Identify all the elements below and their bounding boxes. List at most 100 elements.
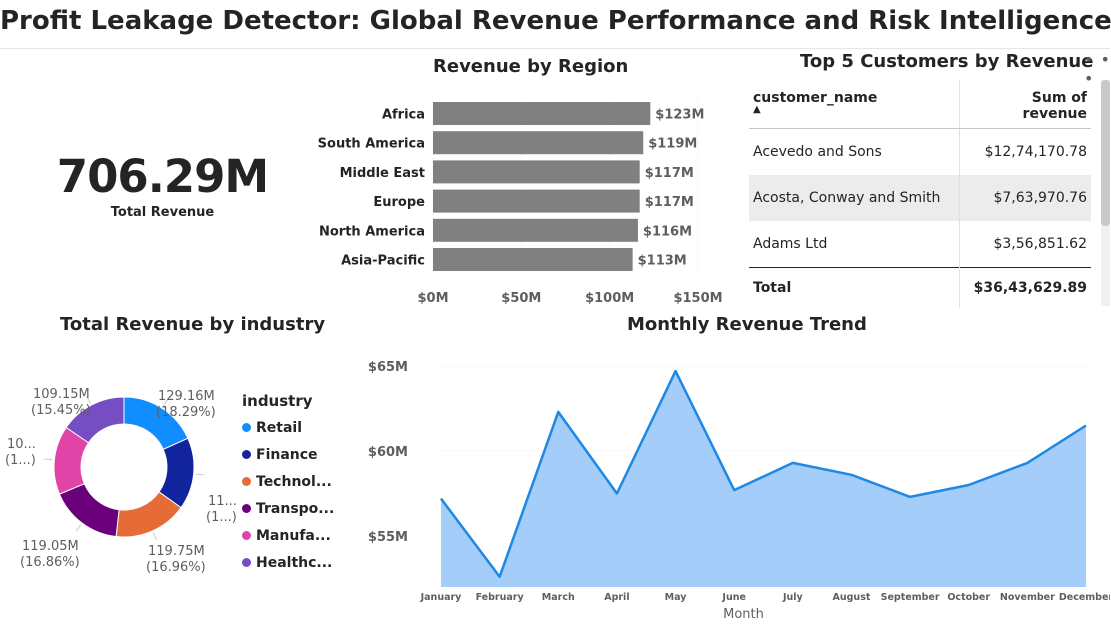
bar-middle-east <box>433 160 640 184</box>
x-tick-label: January <box>420 592 463 603</box>
data-label: $123M <box>655 108 704 123</box>
x-tick-label: April <box>604 592 629 603</box>
table-row[interactable]: Acevedo and Sons $12,74,170.78 <box>749 128 1091 175</box>
slice-value-label: 11... <box>208 494 237 509</box>
legend-item[interactable]: Manufa... <box>242 522 334 549</box>
legend-dot-icon <box>242 423 251 432</box>
column-header-label: Sum of revenue <box>1022 90 1087 122</box>
slice-percent-label: (1...) <box>5 453 36 468</box>
x-tick-label: October <box>947 592 990 603</box>
category-label: Africa <box>382 108 425 123</box>
category-label: Europe <box>373 195 425 210</box>
bar-africa <box>433 102 651 125</box>
kpi-label: Total Revenue <box>110 205 215 220</box>
y-tick-label: $60M <box>368 445 408 460</box>
legend-item[interactable]: Transpo... <box>242 495 334 522</box>
customer-name-cell: Adams Ltd <box>753 236 828 252</box>
leader-line <box>75 524 82 532</box>
legend-label: Technol... <box>256 473 332 490</box>
bar-south-america <box>433 131 644 155</box>
leader-line <box>86 396 91 404</box>
kpi-card[interactable]: 706.29M Total Revenue <box>50 150 275 220</box>
data-label: $119M <box>648 137 697 152</box>
kpi-value: 706.29M <box>56 150 269 203</box>
legend-item[interactable]: Finance <box>242 441 334 468</box>
total-revenue-cell: $36,43,629.89 <box>959 267 1091 308</box>
x-tick-label: August <box>833 592 871 603</box>
page-title: Profit Leakage Detector: Global Revenue … <box>0 6 1111 36</box>
x-tick-label: July <box>782 592 804 603</box>
x-tick-label: September <box>881 592 940 603</box>
scrollbar-thumb[interactable] <box>1101 80 1110 226</box>
legend-dot-icon <box>242 558 251 567</box>
legend-label: Finance <box>256 446 318 463</box>
slice-value-label: 119.05M <box>22 539 79 554</box>
table-row[interactable]: Acosta, Conway and Smith $7,63,970.76 <box>749 175 1091 221</box>
x-tick-label: June <box>721 592 746 603</box>
x-tick-label: $0M <box>417 291 448 306</box>
x-tick-label: $150M <box>673 291 722 306</box>
legend-dot-icon <box>242 531 251 540</box>
data-label: $116M <box>643 224 692 239</box>
y-tick-label: $65M <box>368 360 408 375</box>
legend-label: Manufa... <box>256 527 331 544</box>
sort-up-icon[interactable]: ▲ <box>753 104 761 115</box>
legend-item[interactable]: Technol... <box>242 468 334 495</box>
revenue-cell: $3,56,851.62 <box>959 221 1091 268</box>
revenue-cell: $7,63,970.76 <box>959 175 1091 221</box>
slice-percent-label: (18.29%) <box>156 405 216 420</box>
column-header-sum-of-revenue[interactable]: Sum of revenue <box>959 80 1091 129</box>
region-chart-title: Revenue by Region <box>433 56 629 77</box>
slice-value-label: 119.75M <box>148 544 205 559</box>
leader-line <box>195 473 204 476</box>
slice-value-label: 10... <box>7 437 36 452</box>
table-row[interactable]: Adams Ltd $3,56,851.62 <box>749 221 1091 268</box>
leader-line <box>162 399 168 407</box>
y-tick-label: $55M <box>368 530 408 545</box>
data-label: $117M <box>645 166 694 181</box>
industry-chart-title: Total Revenue by industry <box>60 314 326 335</box>
column-header-customer-name[interactable]: customer_name ▲ <box>749 80 960 129</box>
trend-line <box>439 369 1087 579</box>
customers-table[interactable]: customer_name ▲ Sum of revenue Acevedo a… <box>749 80 1091 308</box>
donut-slice <box>58 483 120 538</box>
region-bar-chart[interactable]: $0M $50M $100M $150M Africa $123M South Americ… <box>290 80 730 310</box>
legend-label: Retail <box>256 419 303 436</box>
legend-dot-icon <box>242 504 251 513</box>
customer-name-cell: Acevedo and Sons <box>753 144 882 160</box>
category-label: North America <box>319 224 425 239</box>
data-label: $113M <box>638 254 687 269</box>
customer-name-cell: Acosta, Conway and Smith <box>749 175 960 221</box>
x-axis-title: Month <box>723 607 764 622</box>
slice-percent-label: (16.96%) <box>146 560 206 575</box>
bar-north-america <box>433 218 638 242</box>
column-header-label: customer_name <box>753 90 878 106</box>
x-tick-label: $50M <box>501 291 541 306</box>
legend-item[interactable]: Retail <box>242 414 334 441</box>
legend-label: Healthc... <box>256 554 333 571</box>
table-scrollbar[interactable] <box>1101 80 1110 306</box>
legend-item[interactable]: Healthc... <box>242 549 334 576</box>
slice-value-label: 129.16M <box>158 389 215 404</box>
leader-line <box>44 458 53 461</box>
x-tick-label: December <box>1059 592 1110 603</box>
x-tick-label: $100M <box>585 291 634 306</box>
x-tick-label: May <box>665 592 688 603</box>
title-bar: Profit Leakage Detector: Global Revenue … <box>0 0 1111 49</box>
slice-value-label: 109.15M <box>33 387 90 402</box>
total-label-cell: Total <box>749 267 960 308</box>
monthly-area-chart[interactable]: $55M $60M $65M January February March April May… <box>360 334 1110 624</box>
category-label: Asia-Pacific <box>341 254 425 269</box>
table-total-row: Total $36,43,629.89 <box>749 267 1091 308</box>
slice-percent-label: (1...) <box>206 510 237 525</box>
donut-slice <box>65 396 125 444</box>
x-tick-label: March <box>542 592 575 603</box>
category-label: South America <box>318 137 425 152</box>
legend-dot-icon <box>242 477 251 486</box>
industry-legend: industry Retail Finance Technol... Transpo.… <box>242 392 334 576</box>
industry-donut-chart[interactable]: 129.16M(18.29%)11...(1...)119.75M(16.96%… <box>0 345 240 605</box>
category-label: Middle East <box>340 166 425 181</box>
table-title: Top 5 Customers by Revenue <box>800 51 1094 72</box>
slice-percent-label: (15.45%) <box>31 403 91 418</box>
more-options-icon[interactable]: • • • <box>1084 50 1111 88</box>
